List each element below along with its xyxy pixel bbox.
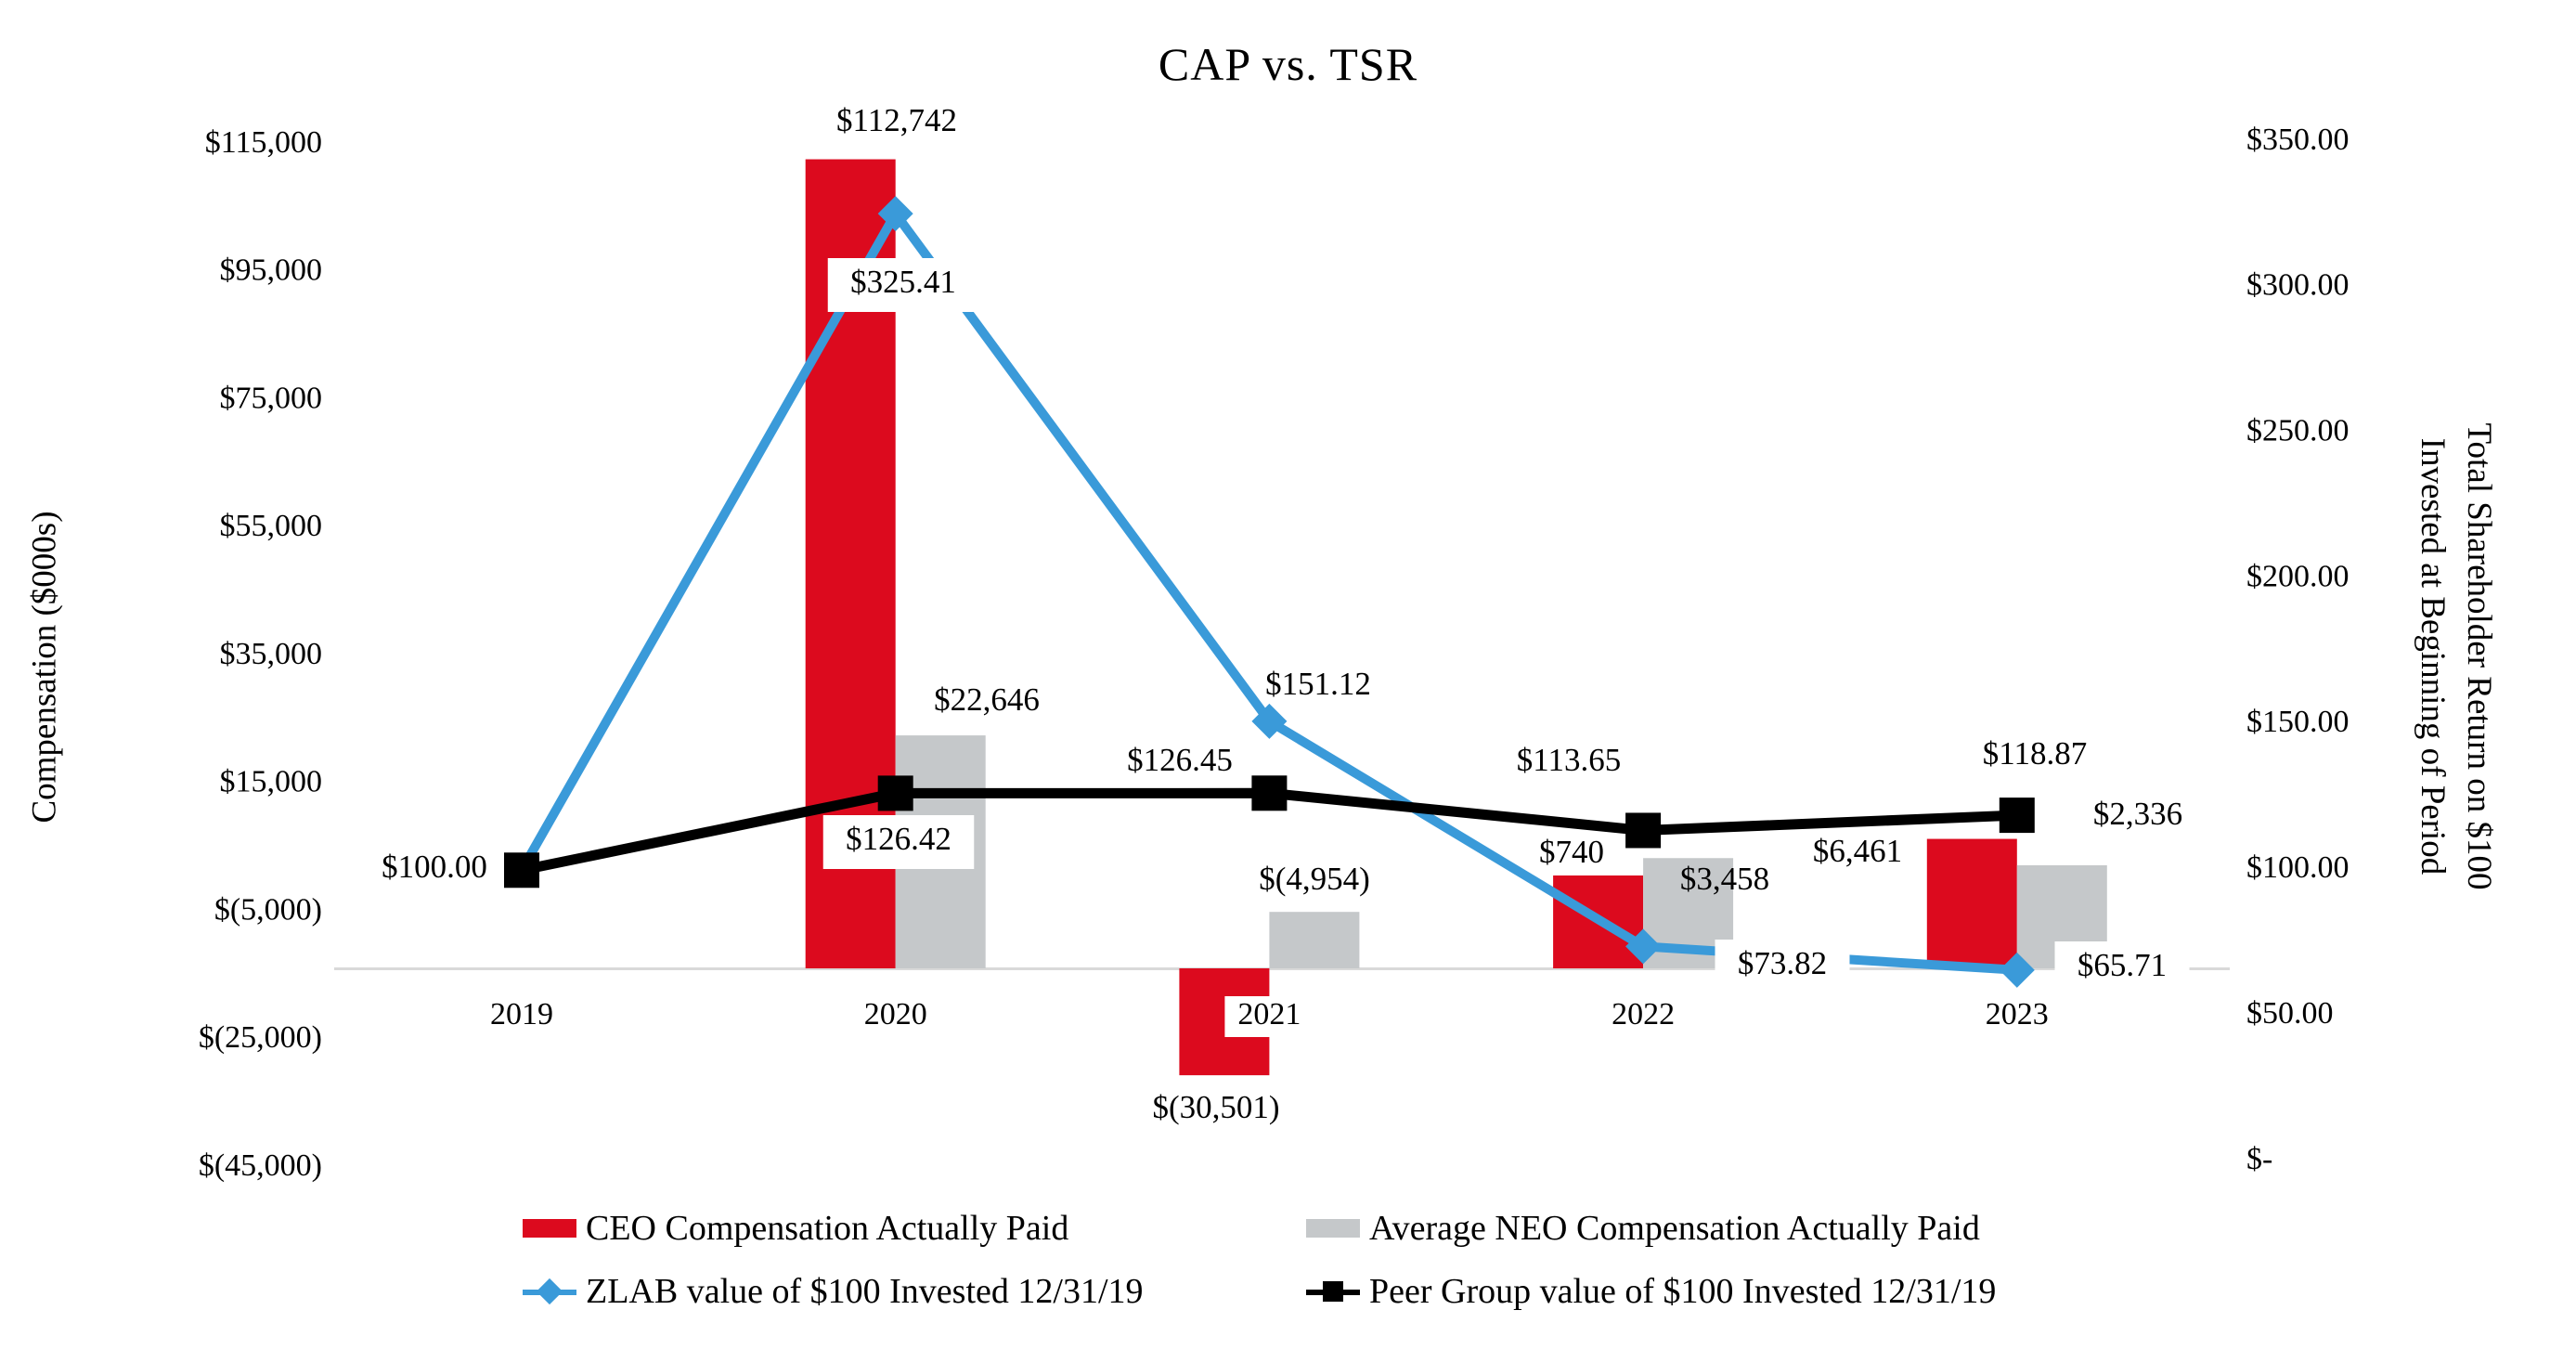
data-label-box [2054, 941, 2190, 995]
diamond-icon [536, 1278, 563, 1305]
year-label-bg [1224, 996, 1314, 1037]
peer-square-marker [1625, 812, 1662, 849]
neo-bar-2021 [1269, 912, 1360, 968]
legend-label-peer: Peer Group value of $100 Invested 12/31/… [1369, 1272, 1997, 1311]
legend-label-neo: Average NEO Compensation Actually Paid [1369, 1209, 1980, 1248]
legend-item-zlab: ZLAB value of $100 Invested 12/31/19 [523, 1272, 1144, 1311]
data-label: $118.87 [1983, 735, 2087, 772]
data-label: $151.12 [1265, 666, 1371, 702]
data-label: $2,336 [2093, 796, 2182, 832]
x-axis-year-label: 2019 [490, 997, 553, 1031]
data-label-box [1715, 940, 1850, 993]
left-axis-tick-label: $(25,000) [199, 1020, 322, 1055]
legend-item-ceo: CEO Compensation Actually Paid [523, 1209, 1069, 1248]
zlab-diamond-marker [1625, 928, 1662, 965]
left-axis-tick-label: $(45,000) [199, 1148, 322, 1183]
data-label: $73.82 [1738, 945, 1827, 981]
x-axis-line [334, 967, 2230, 970]
data-label: $740 [1539, 834, 1604, 870]
data-label: $(4,954) [1259, 861, 1370, 897]
zlab-line-swatch [523, 1274, 576, 1309]
neo-bar-swatch [1306, 1219, 1360, 1238]
data-label: $3,458 [1680, 861, 1769, 897]
year-label-bg [1599, 996, 1689, 1037]
x-axis-year-label: 2020 [864, 997, 927, 1031]
peer-square-marker [877, 775, 913, 811]
left-axis-tick-label: $55,000 [220, 509, 323, 543]
ceo-bar-swatch [523, 1219, 576, 1238]
x-axis-year-label: 2021 [1237, 997, 1301, 1031]
data-label: $6,461 [1813, 833, 1902, 869]
zlab-diamond-marker [1999, 952, 2035, 988]
right-axis-tick-label: $- [2246, 1142, 2272, 1176]
peer-square-marker [1251, 775, 1288, 811]
right-axis-tick-label: $300.00 [2246, 268, 2349, 303]
peer-square-marker [504, 852, 539, 889]
peer-line-swatch [1306, 1274, 1360, 1309]
data-label: $112,742 [836, 102, 957, 138]
right-axis-tick-label: $100.00 [2246, 850, 2349, 885]
legend-item-neo: Average NEO Compensation Actually Paid [1306, 1209, 1980, 1248]
left-axis-tick-label: $115,000 [205, 125, 322, 160]
data-label: $22,646 [934, 681, 1040, 718]
data-label: $65.71 [2078, 947, 2167, 983]
x-axis-year-label: 2023 [1986, 997, 2049, 1031]
right-axis-tick-label: $50.00 [2246, 996, 2334, 1031]
legend-label-ceo: CEO Compensation Actually Paid [586, 1209, 1069, 1248]
left-axis-tick-label: $35,000 [220, 637, 323, 671]
left-axis-tick-label: $95,000 [220, 253, 323, 288]
data-label: $126.42 [846, 821, 951, 857]
data-label: $325.41 [850, 264, 956, 300]
data-label: $126.45 [1127, 742, 1233, 778]
square-icon [1323, 1281, 1343, 1302]
right-axis-tick-label: $350.00 [2246, 123, 2349, 157]
zlab-line [517, 204, 2018, 975]
year-label-bg [850, 996, 940, 1037]
zlab-diamond-marker [877, 196, 913, 232]
peer-square-marker [1999, 798, 2035, 834]
year-label-bg [477, 996, 566, 1037]
right-axis-tick-label: $150.00 [2246, 705, 2349, 739]
left-axis-tick-label: $75,000 [220, 381, 323, 415]
legend-label-zlab: ZLAB value of $100 Invested 12/31/19 [586, 1272, 1144, 1311]
data-label: $(30,501) [1152, 1089, 1279, 1125]
right-axis-tick-label: $200.00 [2246, 559, 2349, 593]
left-axis-tick-label: $(5,000) [214, 892, 322, 927]
chart-title: CAP vs. TSR [1158, 38, 1418, 90]
left-axis-tick-label: $15,000 [220, 765, 323, 799]
zlab-diamond-marker [1251, 703, 1288, 739]
data-label: $113.65 [1517, 742, 1621, 778]
right-axis-tick-label: $250.00 [2246, 414, 2349, 448]
data-label-box [827, 258, 979, 312]
data-label-box [822, 815, 975, 869]
data-label: $100.00 [382, 849, 487, 885]
legend-item-peer: Peer Group value of $100 Invested 12/31/… [1306, 1272, 1997, 1311]
year-label-bg [1972, 996, 2062, 1037]
x-axis-year-label: 2022 [1612, 997, 1675, 1031]
ceo-bar-2023 [1926, 838, 2017, 968]
